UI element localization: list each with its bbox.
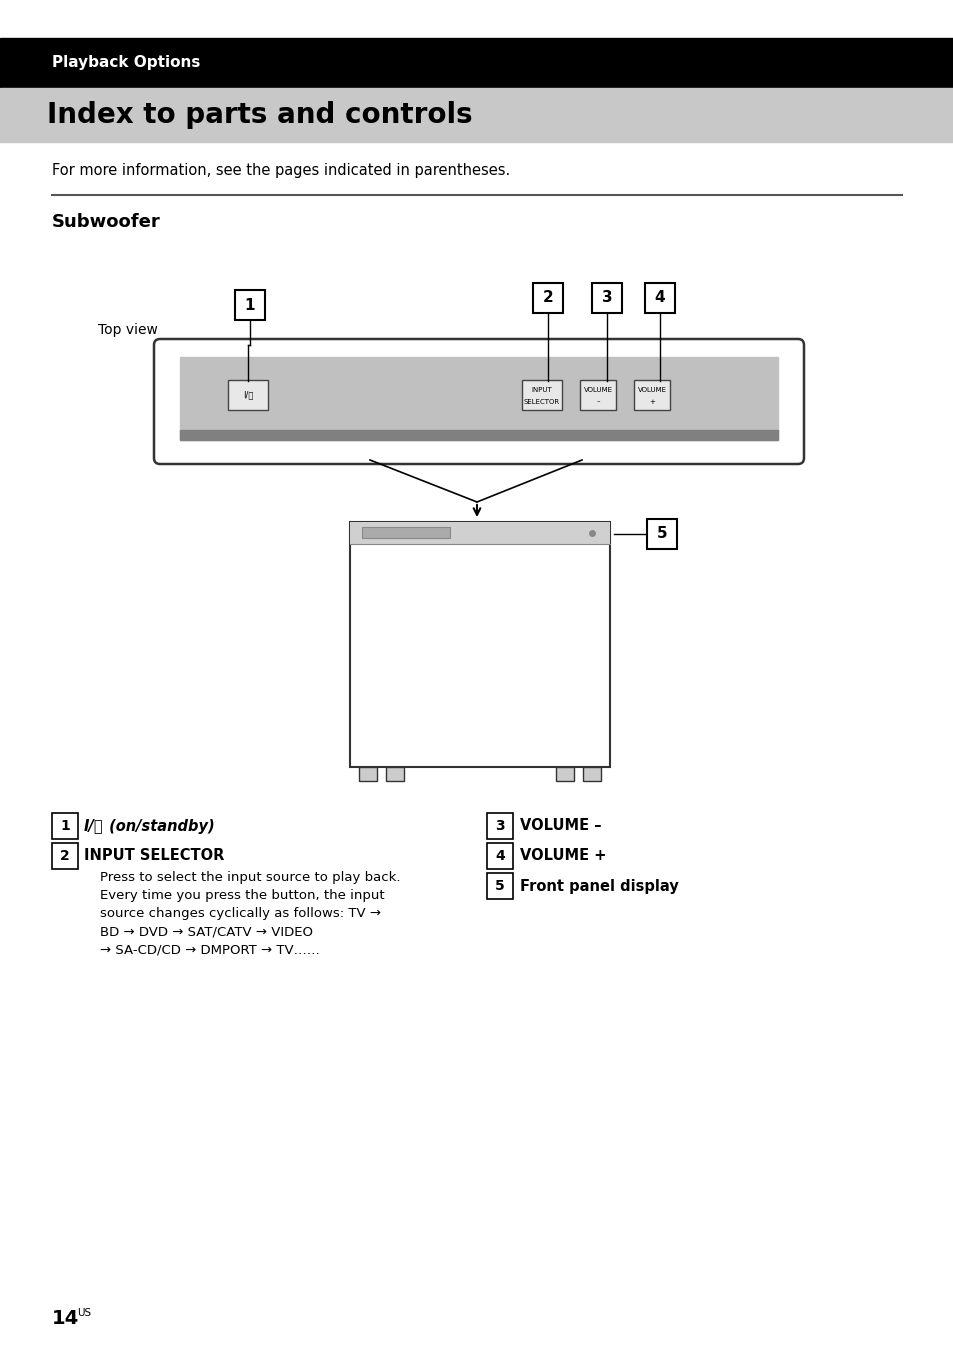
Text: US: US [77, 1307, 91, 1318]
Text: For more information, see the pages indicated in parentheses.: For more information, see the pages indi… [52, 162, 510, 177]
Text: 4: 4 [654, 291, 664, 306]
Text: 3: 3 [495, 819, 504, 833]
Text: Subwoofer: Subwoofer [52, 214, 161, 231]
Text: 2: 2 [542, 291, 553, 306]
Bar [0, 38, 953, 88]
FancyBboxPatch shape [634, 380, 669, 410]
Bar [350, 522, 609, 544]
Text: 1: 1 [60, 819, 70, 833]
FancyBboxPatch shape [52, 844, 78, 869]
FancyBboxPatch shape [521, 380, 561, 410]
Bar [361, 527, 450, 538]
Text: Playback Options: Playback Options [52, 55, 200, 70]
Text: INPUT SELECTOR: INPUT SELECTOR [84, 849, 224, 864]
Text: VOLUME –: VOLUME – [519, 818, 601, 833]
Bar [350, 522, 609, 767]
FancyBboxPatch shape [646, 519, 677, 549]
Text: source changes cyclically as follows: TV →: source changes cyclically as follows: TV… [100, 907, 380, 921]
Text: 3: 3 [601, 291, 612, 306]
Bar [556, 767, 574, 781]
Text: 5: 5 [495, 879, 504, 894]
Text: I/⏻: I/⏻ [84, 818, 104, 833]
Text: Press to select the input source to play back.: Press to select the input source to play… [100, 872, 400, 884]
Text: VOLUME +: VOLUME + [519, 849, 606, 864]
Bar [582, 767, 600, 781]
Text: (on/standby): (on/standby) [104, 818, 214, 833]
Text: → SA-CD/CD → DMPORT → TV……: → SA-CD/CD → DMPORT → TV…… [100, 944, 319, 956]
Text: SELECTOR: SELECTOR [523, 399, 559, 404]
Text: 4: 4 [495, 849, 504, 863]
FancyBboxPatch shape [234, 289, 265, 320]
Text: Index to parts and controls: Index to parts and controls [47, 101, 472, 128]
Text: VOLUME: VOLUME [637, 388, 666, 393]
FancyBboxPatch shape [486, 844, 513, 869]
FancyBboxPatch shape [579, 380, 616, 410]
Text: Front panel display: Front panel display [519, 879, 678, 894]
Text: 14: 14 [52, 1309, 79, 1328]
FancyBboxPatch shape [228, 380, 268, 410]
FancyBboxPatch shape [52, 813, 78, 840]
Text: 5: 5 [656, 526, 666, 542]
Bar [386, 767, 403, 781]
Bar [180, 357, 778, 439]
Text: VOLUME: VOLUME [583, 388, 612, 393]
Text: BD → DVD → SAT/CATV → VIDEO: BD → DVD → SAT/CATV → VIDEO [100, 926, 313, 938]
Bar [358, 767, 376, 781]
FancyBboxPatch shape [592, 283, 621, 314]
Bar [0, 88, 953, 142]
Text: 2: 2 [60, 849, 70, 863]
Text: 1: 1 [245, 297, 255, 312]
Text: I/⏻: I/⏻ [243, 389, 253, 399]
FancyBboxPatch shape [153, 339, 803, 464]
Text: Every time you press the button, the input: Every time you press the button, the inp… [100, 890, 384, 903]
Text: +: + [648, 399, 655, 404]
Text: INPUT: INPUT [531, 388, 552, 393]
Text: –: – [596, 399, 599, 404]
FancyBboxPatch shape [533, 283, 562, 314]
Bar [180, 430, 778, 439]
FancyBboxPatch shape [486, 873, 513, 899]
FancyBboxPatch shape [486, 813, 513, 840]
FancyBboxPatch shape [644, 283, 675, 314]
Text: Top view: Top view [98, 323, 158, 337]
